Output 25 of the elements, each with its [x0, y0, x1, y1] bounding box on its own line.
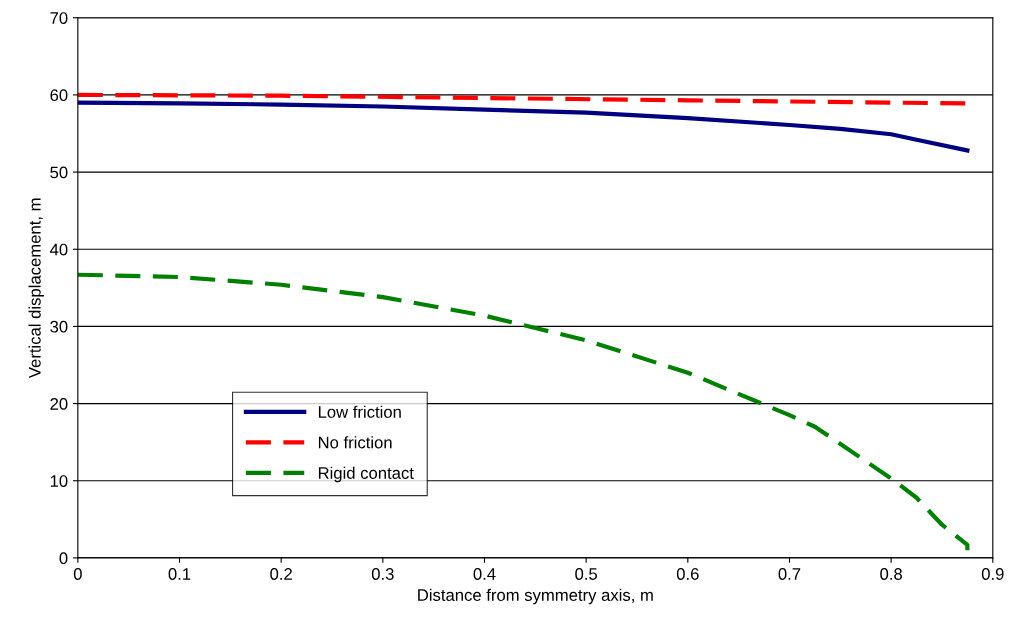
y-tick-label: 10	[50, 475, 68, 487]
x-tick-label: 0	[73, 568, 82, 580]
y-axis-title: Vertical displacement, m	[28, 198, 45, 379]
line-series	[77, 100, 970, 153]
x-tick-label: 0.5	[575, 568, 598, 580]
x-tick-label: 0.3	[371, 568, 394, 580]
legend-label: No friction	[318, 436, 392, 449]
x-tick-label: 0.4	[473, 568, 496, 580]
x-tick-label: 0.1	[168, 568, 191, 580]
x-tick-label: 0.2	[270, 568, 292, 580]
legend-label: Rigid contact	[318, 466, 414, 483]
x-tick-label: 0.7	[778, 568, 801, 580]
y-tick-label: 40	[49, 243, 68, 256]
y-tick-label: 20	[50, 397, 68, 410]
x-tick-label: 0.8	[880, 568, 902, 580]
x-tick-label: 0.6	[676, 568, 699, 580]
line-series	[77, 272, 970, 553]
x-axis-title: Distance from symmetry axis, m	[418, 588, 653, 605]
y-tick-label: 60	[50, 89, 68, 102]
x-tick-label: 0.9	[981, 568, 1004, 580]
legend-label: Low friction	[318, 405, 401, 418]
y-tick-label: 30	[50, 320, 68, 333]
y-tick-label: 70	[50, 12, 68, 24]
y-tick-label: 50	[50, 166, 68, 179]
y-tick-label: 0	[59, 552, 68, 565]
